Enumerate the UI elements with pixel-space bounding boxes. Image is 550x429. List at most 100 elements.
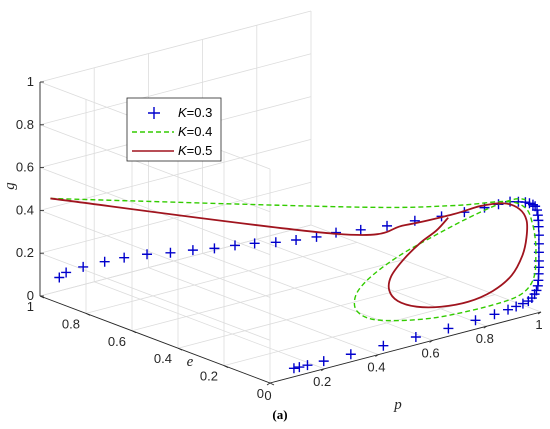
data-point-plus-marker	[345, 349, 356, 360]
legend-label-k04: K=0.4	[178, 124, 212, 139]
back-wall-grid-line	[39, 210, 271, 298]
data-point-plus-marker	[165, 247, 176, 258]
x-tick-label: 0.6	[422, 345, 440, 360]
data-point-plus-marker	[61, 267, 72, 278]
x-axis-line	[269, 311, 542, 384]
y-tick-mark	[177, 347, 183, 351]
data-point-plus-marker	[382, 220, 393, 231]
y-tick-label: 0	[257, 386, 264, 401]
tick-labels: 00.20.40.60.8100.20.40.60.8100.20.40.60.…	[16, 74, 543, 403]
z-axis-label: g	[2, 182, 18, 190]
data-point-plus-marker	[523, 296, 534, 307]
y-tick-label: 0.4	[154, 351, 172, 366]
data-point-plus-marker	[532, 205, 543, 216]
data-point-plus-marker	[302, 360, 313, 371]
series-k03-markers	[54, 196, 544, 374]
legend-item-k04: K=0.4	[132, 124, 212, 139]
back-wall-grid-line	[39, 252, 271, 341]
side-wall-grid-line	[39, 224, 312, 297]
data-point-plus-marker	[378, 340, 389, 351]
data-point-plus-marker	[318, 356, 329, 367]
z-tick-label: 0.8	[16, 117, 34, 132]
back-wall-grid-line	[39, 124, 271, 213]
back-wall-grid-line	[39, 167, 271, 255]
data-point-plus-marker	[270, 237, 281, 248]
data-point-plus-marker	[511, 301, 522, 312]
y-tick-label: 0.8	[62, 316, 80, 331]
figure-caption: (a)	[272, 407, 287, 422]
data-point-plus-marker	[54, 272, 65, 283]
data-series	[50, 196, 544, 374]
x-tick-mark	[483, 325, 488, 329]
side-wall-grid-line	[39, 53, 312, 126]
x-tick-mark	[429, 340, 433, 343]
y-tick-mark	[85, 313, 91, 316]
data-point-plus-marker	[533, 221, 544, 232]
y-tick-mark	[131, 330, 137, 334]
data-point-plus-marker	[532, 280, 543, 291]
z-tick-label: 0.4	[16, 202, 34, 217]
data-point-plus-marker	[331, 227, 342, 238]
data-point-plus-marker	[517, 298, 528, 309]
data-point-plus-marker	[533, 230, 544, 241]
data-point-plus-marker	[443, 323, 454, 334]
data-point-plus-marker	[288, 363, 299, 374]
x-tick-mark	[375, 354, 379, 357]
x-tick-mark	[266, 382, 271, 386]
data-point-plus-marker	[527, 199, 538, 210]
floor-grid-line	[202, 253, 433, 341]
floor-grid-line	[148, 267, 379, 355]
data-point-plus-marker	[119, 252, 130, 263]
y-axis-label: e	[187, 354, 194, 370]
grid-lines	[39, 10, 542, 384]
z-tick-label: 0	[27, 288, 34, 303]
legend-item-k03: K=0.3	[148, 105, 212, 120]
x-tick-label: 0.2	[313, 374, 331, 389]
z-tick-label: 0.2	[16, 245, 34, 260]
side-wall-grid-line	[39, 10, 312, 83]
series-k05-line	[50, 197, 529, 309]
data-point-plus-marker	[187, 245, 198, 256]
x-tick-label: 0.8	[476, 331, 494, 346]
floor-grid-line	[131, 259, 404, 332]
data-point-plus-marker	[355, 224, 366, 235]
data-point-plus-marker	[311, 231, 322, 242]
z-tick-label: 1	[27, 74, 34, 89]
y-tick-mark	[223, 365, 229, 368]
x-axis-label: p	[393, 397, 402, 413]
data-point-plus-marker	[291, 234, 302, 245]
data-point-plus-marker	[503, 304, 514, 315]
data-point-plus-marker	[520, 197, 531, 208]
y-tick-mark	[269, 382, 275, 386]
y-axis-line	[39, 295, 271, 384]
legend-label-k05: K=0.5	[178, 143, 212, 158]
side-wall-grid-line	[39, 139, 312, 211]
floor-grid-line	[177, 276, 450, 349]
data-point-plus-marker	[209, 243, 220, 254]
legend-label-k03: K=0.3	[178, 105, 212, 120]
floor-grid-line	[310, 224, 542, 313]
data-point-plus-marker	[230, 240, 240, 251]
data-point-plus-marker	[78, 261, 89, 272]
legend-item-k05: K=0.5	[132, 143, 212, 158]
x-tick-label: 0.4	[367, 360, 385, 375]
floor-grid-line	[256, 238, 487, 327]
x-tick-label: 0	[264, 388, 271, 403]
y-tick-label: 0.6	[108, 334, 126, 349]
x-tick-label: 1	[535, 317, 542, 332]
data-point-plus-marker	[99, 256, 110, 267]
x-tick-mark	[537, 311, 542, 315]
data-point-plus-marker	[294, 362, 305, 373]
floor-grid-line	[94, 281, 325, 370]
data-point-plus-marker	[410, 331, 421, 342]
y-tick-label: 1	[27, 299, 34, 314]
data-point-plus-marker	[249, 238, 260, 249]
x-tick-mark	[320, 368, 325, 372]
data-point-plus-marker	[142, 249, 153, 260]
legend-plus-marker-icon	[148, 107, 160, 119]
y-tick-label: 0.2	[200, 369, 218, 384]
legend: K=0.3 K=0.4 K=0.5	[126, 97, 222, 162]
floor-grid-line	[85, 242, 358, 314]
z-tick-label: 0.6	[16, 160, 34, 175]
